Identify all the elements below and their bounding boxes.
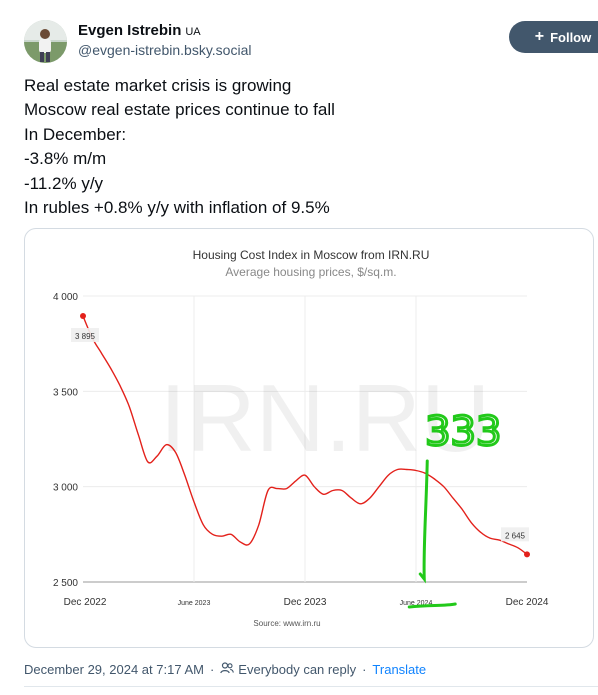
- divider: [24, 686, 598, 687]
- annotation-text: 333: [425, 409, 501, 455]
- follow-button[interactable]: + Follow: [509, 21, 598, 53]
- author-name[interactable]: Evgen Istrebin UA: [78, 22, 201, 39]
- chart-subtitle: Average housing prices, $/sq.m.: [225, 265, 396, 279]
- author-handle[interactable]: @evgen-istrebin.bsky.social: [78, 42, 252, 58]
- separator-dot: ·: [362, 662, 367, 677]
- end-point: [524, 551, 530, 558]
- x-tick-label: June 2023: [178, 600, 211, 607]
- post-text-line: Real estate market crisis is growing: [24, 76, 292, 95]
- y-tick-label: 4 000: [53, 292, 78, 303]
- grid: [83, 295, 527, 583]
- start-point: [80, 313, 86, 320]
- y-tick-label: 2 500: [53, 578, 78, 589]
- reply-setting[interactable]: Everybody can reply: [238, 662, 357, 677]
- plus-icon: +: [534, 28, 545, 45]
- series-line: [82, 315, 528, 555]
- follow-label: Follow: [550, 29, 592, 45]
- embedded-image-card[interactable]: IRN.RU Housing Cost Index in Moscow from…: [24, 228, 594, 648]
- data-label-layer: 3 895 2 645: [71, 328, 529, 542]
- people-icon: [220, 662, 235, 677]
- start-value-label: 3 895: [75, 332, 96, 341]
- translate-link[interactable]: Translate: [372, 662, 427, 677]
- x-tick-label: Dec 2022: [64, 597, 107, 608]
- avatar-image-icon: [24, 20, 67, 63]
- author-name-text[interactable]: Evgen Istrebin: [78, 22, 182, 39]
- housing-cost-chart: IRN.RU Housing Cost Index in Moscow from…: [53, 248, 549, 628]
- x-axis: Dec 2022 June 2023 Dec 2023 June 2024 Dec 20…: [64, 597, 549, 608]
- post-text-line: Moscow real estate prices continue to fa…: [24, 100, 335, 120]
- end-value-label-background: [501, 527, 529, 542]
- x-tick-label: Dec 2023: [284, 597, 327, 608]
- y-tick-label: 3 000: [53, 483, 78, 494]
- post-text-line: -11.2% y/y: [24, 173, 104, 193]
- post-timestamp[interactable]: December 29, 2024 at 7:17 AM: [24, 662, 204, 677]
- separator-dot: ·: [209, 662, 215, 677]
- x-tick-label: Dec 2024: [506, 597, 549, 608]
- post-text-line: -3.8% m/m: [24, 149, 107, 169]
- start-value-label-background: [71, 328, 99, 343]
- series-layer: [80, 313, 530, 558]
- y-axis: 4 000 3 500 3 000 2 500: [53, 292, 78, 589]
- handwritten-annotation: 333: [407, 408, 503, 609]
- x-tick-label: June 2024: [400, 600, 433, 607]
- chart-title: Housing Cost Index in Moscow from IRN.RU: [193, 248, 430, 262]
- avatar[interactable]: [24, 20, 67, 63]
- author-flag: UA: [185, 26, 201, 38]
- post-text-line: In December:: [24, 124, 127, 144]
- post-footer: December 29, 2024 at 7:17 AM · Everybody…: [24, 662, 426, 677]
- annotation-vertical-line: [418, 459, 429, 584]
- post-text-line: In rubles +0.8% y/y with inflation of 9.…: [24, 198, 330, 218]
- watermark: IRN.RU: [160, 365, 491, 472]
- chart-source: Source: www.irn.ru: [253, 619, 320, 628]
- post-text: Real estate market crisis is growing Mos…: [24, 74, 584, 220]
- end-value-label: 2 645: [505, 531, 526, 540]
- annotation-underline: [407, 602, 457, 609]
- post-header: Evgen Istrebin UA @evgen-istrebin.bsky.so…: [24, 16, 598, 64]
- y-tick-label: 3 500: [53, 387, 78, 398]
